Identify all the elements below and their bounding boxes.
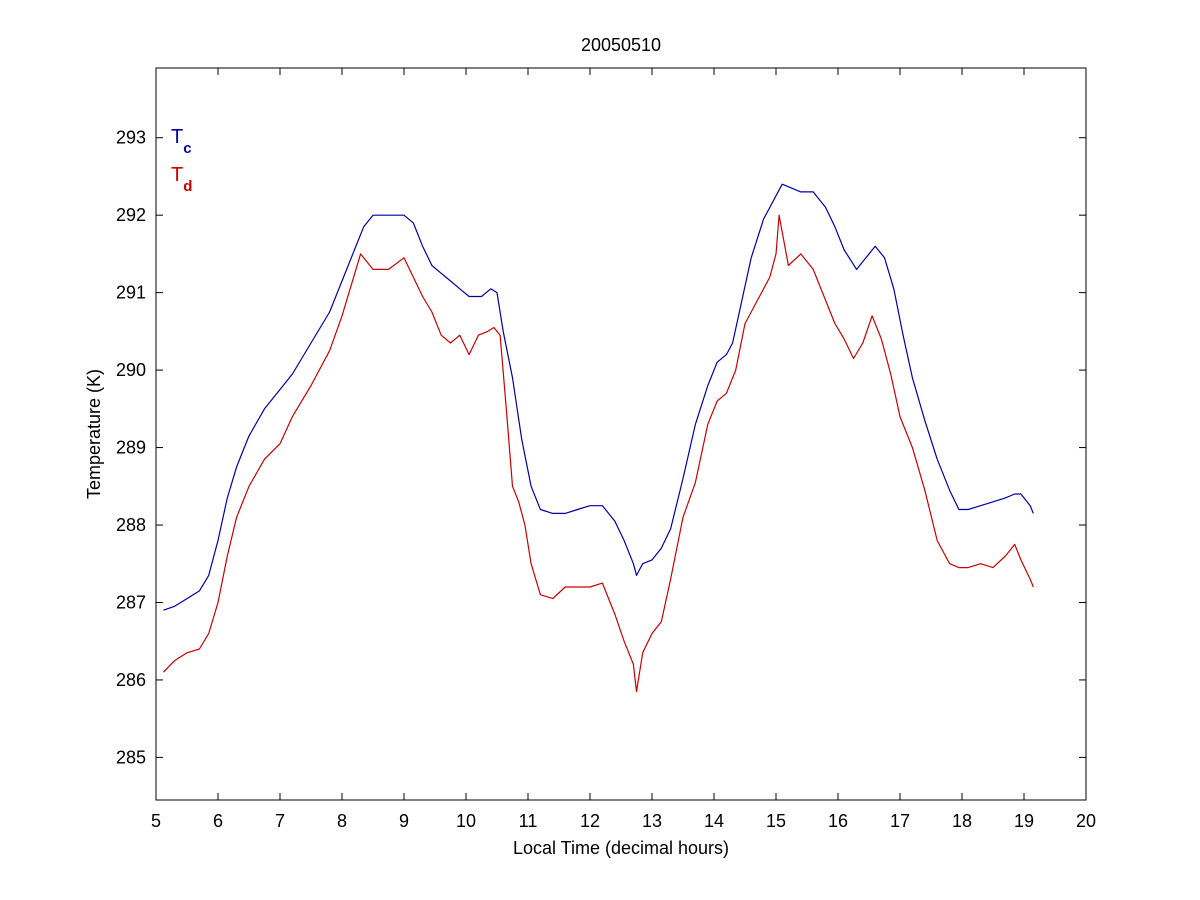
x-tick-label: 5 xyxy=(151,811,161,831)
legend-entry-td-main: T xyxy=(171,164,183,186)
y-axis-ticks: 285 286 287 288 289 290 291 292 293 xyxy=(116,128,1086,767)
y-tick-label: 290 xyxy=(116,360,146,380)
x-tick-label: 20 xyxy=(1076,811,1096,831)
y-tick-label: 289 xyxy=(116,438,146,458)
y-tick-label: 285 xyxy=(116,747,146,767)
legend-entry-td: Td xyxy=(171,164,192,195)
x-tick-label: 8 xyxy=(337,811,347,831)
plot-area xyxy=(155,67,1087,801)
data-series-group xyxy=(162,183,1034,693)
x-tick-label: 18 xyxy=(952,811,972,831)
x-tick-label: 11 xyxy=(519,811,538,831)
y-axis-label: Temperature (K) xyxy=(84,369,104,499)
legend-entry-tc-main: T xyxy=(171,126,183,148)
x-tick-label: 15 xyxy=(766,811,786,831)
x-tick-label: 17 xyxy=(890,811,910,831)
x-tick-label: 12 xyxy=(580,811,600,831)
legend-entry-td-sub: d xyxy=(183,178,192,195)
chart-title: 20050510 xyxy=(581,35,661,55)
x-axis-ticks: 5 6 7 8 9 10 11 12 13 14 15 16 17 18 19 20 xyxy=(151,68,1096,831)
legend-entry-tc-sub: c xyxy=(183,140,191,157)
series-line-tc xyxy=(163,183,1034,611)
x-axis-label: Local Time (decimal hours) xyxy=(513,838,729,858)
x-tick-label: 14 xyxy=(704,811,724,831)
x-tick-label: 10 xyxy=(456,811,476,831)
x-tick-label: 16 xyxy=(828,811,848,831)
x-tick-label: 19 xyxy=(1014,811,1034,831)
x-tick-label: 13 xyxy=(642,811,662,831)
x-tick-label: 6 xyxy=(213,811,223,831)
legend-entry-tc: Tc xyxy=(171,126,192,157)
y-tick-label: 288 xyxy=(116,515,146,535)
y-tick-label: 287 xyxy=(116,592,146,612)
y-tick-label: 286 xyxy=(116,670,146,690)
x-tick-label: 7 xyxy=(275,811,285,831)
x-tick-label: 9 xyxy=(399,811,409,831)
legend: Tc Td xyxy=(171,126,192,195)
y-tick-label: 291 xyxy=(116,283,146,303)
y-tick-label: 293 xyxy=(116,128,146,148)
y-tick-label: 292 xyxy=(116,205,146,225)
series-line-td xyxy=(162,214,1034,693)
